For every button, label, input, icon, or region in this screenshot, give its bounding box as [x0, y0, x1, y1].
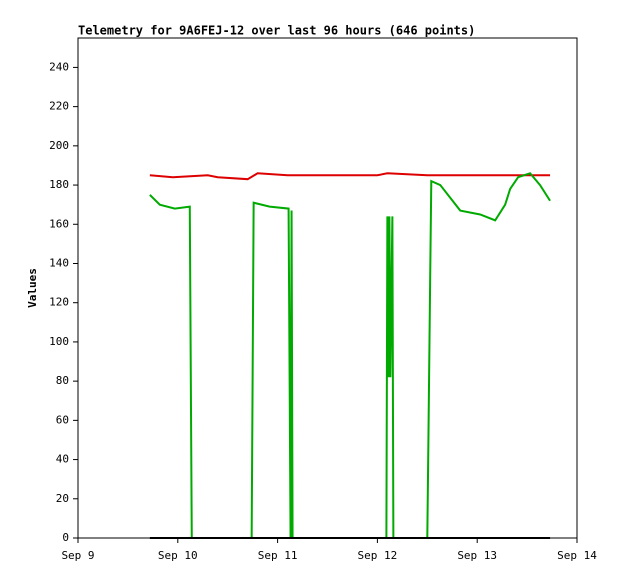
y-tick-label: 200	[49, 139, 69, 152]
y-tick-label: 220	[49, 100, 69, 113]
x-tick-label: Sep 10	[158, 549, 198, 562]
x-tick-label: Sep 13	[457, 549, 497, 562]
y-tick-label: 20	[56, 492, 69, 505]
data-line	[149, 172, 551, 181]
x-tick-label: Sep 14	[557, 549, 597, 562]
x-tick-label: Sep 9	[61, 549, 94, 562]
y-tick-label: 80	[56, 374, 69, 387]
y-tick-label: 160	[49, 217, 69, 230]
y-tick-label: 140	[49, 256, 69, 269]
y-tick-label: 240	[49, 60, 69, 73]
x-tick-label: Sep 12	[358, 549, 398, 562]
y-tick-label: 0	[62, 531, 69, 544]
y-tick-label: 100	[49, 335, 69, 348]
y-tick-label: 40	[56, 453, 69, 466]
chart-title: Telemetry for 9A6FEJ-12 over last 96 hou…	[78, 24, 475, 38]
y-tick-label: 60	[56, 413, 69, 426]
x-tick-label: Sep 11	[258, 549, 298, 562]
y-tick-label: 120	[49, 296, 69, 309]
y-axis-label: Values	[26, 268, 39, 308]
y-tick-label: 180	[49, 178, 69, 191]
